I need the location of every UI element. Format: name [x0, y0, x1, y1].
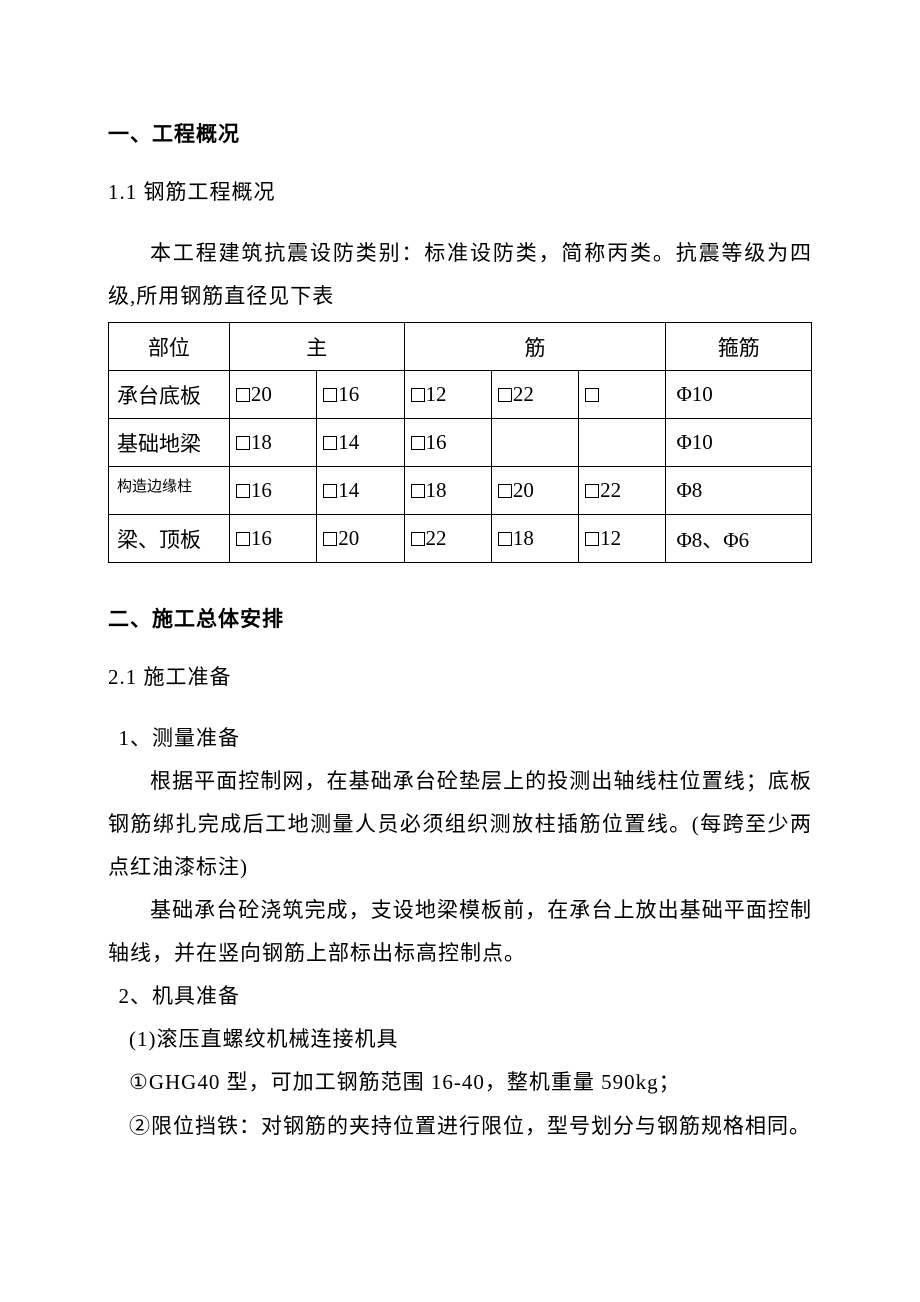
cell-value: 18 [251, 430, 272, 454]
cell-value: 12 [600, 526, 621, 550]
checkbox-icon [411, 484, 425, 498]
rebar-table: 部位 主 筋 箍筋 承台底板20161222Φ10基础地梁181416Φ10构造… [108, 322, 812, 563]
cell-part: 构造边缘柱 [109, 467, 230, 515]
header-part: 部位 [109, 323, 230, 371]
section-2-para-2: 根据平面控制网，在基础承台砼垫层上的投测出轴线柱位置线；底板钢筋绑扎完成后工地测… [108, 760, 812, 889]
cell-main: 18 [229, 419, 316, 467]
cell-value: 22 [600, 478, 621, 502]
cell-stirrup: Φ10 [666, 419, 812, 467]
section-1-para-1: 本工程建筑抗震设防类别：标准设防类，简称丙类。抗震等级为四级,所用钢筋直径见下表 [108, 232, 812, 318]
cell-main: 16 [229, 467, 316, 515]
sub-item-1: (1)滚压直螺纹机械连接机具 [108, 1018, 812, 1061]
cell-value: 22 [426, 526, 447, 550]
cell-value: 16 [251, 526, 272, 550]
cell-value: 20 [513, 478, 534, 502]
table-row: 梁、顶板 16 20 22 18 12 Φ8、Φ6 [109, 515, 812, 563]
cell-stirrup: Φ8 [666, 467, 812, 515]
cell-main: 18 [491, 515, 578, 563]
cell-part: 承台底板 [109, 371, 230, 419]
list-item-1: 1、测量准备 [108, 717, 812, 760]
checkbox-icon [323, 388, 337, 402]
subheading-1-1: 1.1 钢筋工程概况 [108, 176, 812, 206]
cell-part: 基础地梁 [109, 419, 230, 467]
cell-value: 18 [513, 526, 534, 550]
checkbox-icon [323, 532, 337, 546]
cell-main [579, 419, 666, 467]
table-row: 承台底板 20 16 12 22 Φ10 [109, 371, 812, 419]
cell-main: 16 [317, 371, 404, 419]
cell-value: 22 [513, 382, 534, 406]
cell-main [579, 371, 666, 419]
cell-main: 20 [229, 371, 316, 419]
checkbox-icon [236, 532, 250, 546]
cell-value: 20 [338, 526, 359, 550]
cell-value: 14 [338, 430, 359, 454]
sub-item-1-1: ①GHG40 型，可加工钢筋范围 16-40，整机重量 590kg； [108, 1061, 812, 1104]
table-header-row: 部位 主 筋 箍筋 [109, 323, 812, 371]
checkbox-icon [411, 532, 425, 546]
cell-stirrup: Φ8、Φ6 [666, 515, 812, 563]
header-main-left: 主 [229, 323, 404, 371]
section-2-heading: 二、施工总体安排 [108, 603, 812, 633]
checkbox-icon [236, 388, 250, 402]
cell-main: 18 [404, 467, 491, 515]
cell-main: 14 [317, 419, 404, 467]
checkbox-icon [323, 484, 337, 498]
cell-main: 22 [579, 467, 666, 515]
checkbox-icon [585, 484, 599, 498]
cell-main: 20 [317, 515, 404, 563]
checkbox-icon [585, 388, 599, 402]
checkbox-icon [236, 484, 250, 498]
section-1-heading: 一、工程概况 [108, 118, 812, 148]
cell-main: 16 [404, 419, 491, 467]
cell-part: 梁、顶板 [109, 515, 230, 563]
checkbox-icon [411, 388, 425, 402]
cell-stirrup: Φ10 [666, 371, 812, 419]
checkbox-icon [411, 436, 425, 450]
cell-main: 16 [229, 515, 316, 563]
cell-main: 22 [404, 515, 491, 563]
cell-main [491, 419, 578, 467]
table-row: 构造边缘柱 16 14 18 20 22 Φ8 [109, 467, 812, 515]
checkbox-icon [236, 436, 250, 450]
cell-main: 22 [491, 371, 578, 419]
cell-value: 12 [426, 382, 447, 406]
cell-main: 14 [317, 467, 404, 515]
checkbox-icon [498, 388, 512, 402]
cell-main: 20 [491, 467, 578, 515]
sub-item-1-2: ②限位挡铁：对钢筋的夹持位置进行限位，型号划分与钢筋规格相同。 [108, 1105, 812, 1148]
cell-value: 16 [338, 382, 359, 406]
cell-value: 14 [338, 478, 359, 502]
section-2-para-3: 基础承台砼浇筑完成，支设地梁模板前，在承台上放出基础平面控制轴线，并在竖向钢筋上… [108, 889, 812, 975]
cell-value: 20 [251, 382, 272, 406]
table-row: 基础地梁 18 14 16 Φ10 [109, 419, 812, 467]
checkbox-icon [323, 436, 337, 450]
checkbox-icon [585, 532, 599, 546]
header-main-right: 筋 [404, 323, 666, 371]
header-stirrup: 箍筋 [666, 323, 812, 371]
checkbox-icon [498, 484, 512, 498]
cell-value: 18 [426, 478, 447, 502]
subheading-2-1: 2.1 施工准备 [108, 661, 812, 691]
list-item-2: 2、机具准备 [108, 975, 812, 1018]
cell-value: 16 [251, 478, 272, 502]
cell-main: 12 [579, 515, 666, 563]
cell-value: 16 [426, 430, 447, 454]
checkbox-icon [498, 532, 512, 546]
cell-main: 12 [404, 371, 491, 419]
